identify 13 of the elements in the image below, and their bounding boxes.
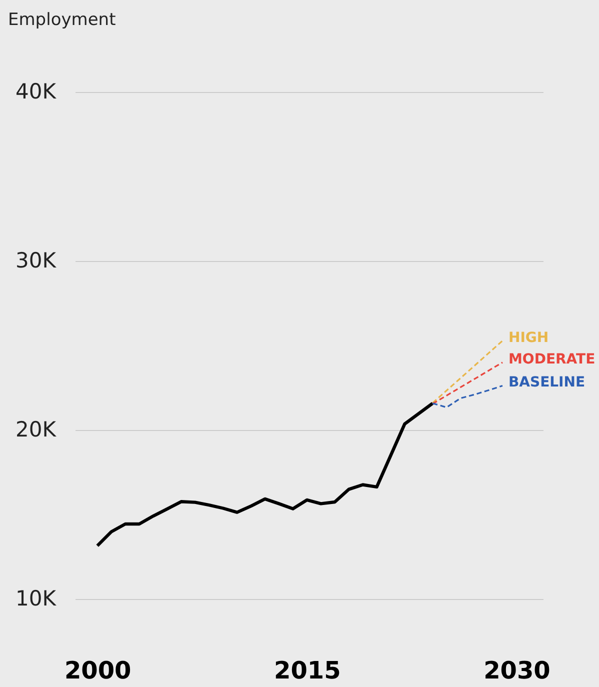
- series-label: MODERATE: [508, 351, 596, 368]
- series-label: HIGH: [508, 330, 549, 346]
- series-label: BASELINE: [508, 374, 586, 391]
- line-series: [432, 384, 504, 408]
- y-tick-label: 40K: [16, 80, 58, 104]
- y-tick-label: 20K: [16, 418, 58, 442]
- y-axis-title: Employment: [8, 10, 116, 30]
- line-series: [96, 402, 434, 548]
- x-tick-label: 2015: [274, 656, 341, 684]
- y-tick-label: 10K: [16, 586, 58, 610]
- x-tick-label: 2030: [484, 656, 550, 684]
- x-tick-label: 2000: [64, 656, 132, 684]
- y-tick-label: 30K: [16, 248, 58, 272]
